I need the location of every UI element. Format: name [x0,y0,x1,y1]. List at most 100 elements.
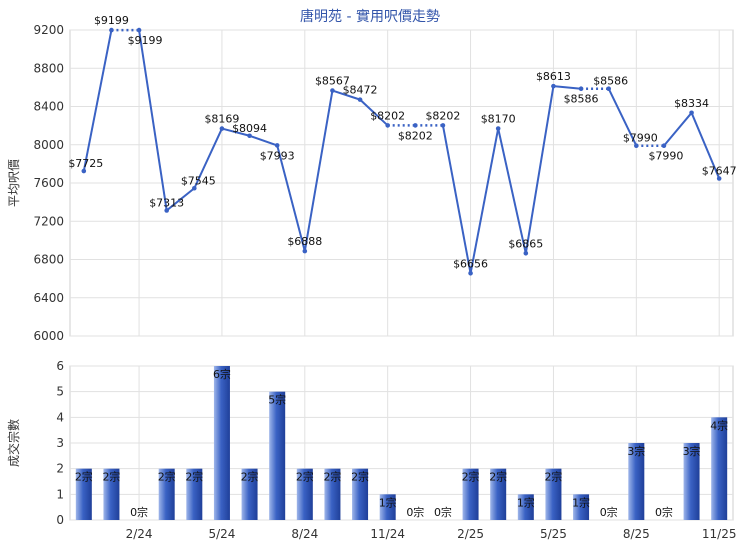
volume-bar [379,494,396,520]
price-line-segment [607,88,638,147]
volume-bar [186,468,203,520]
price-line-segment [276,145,306,252]
price-data-label: $6865 [508,237,543,250]
price-data-labels: $7725 $9199 $9199 $7313 $7545 $8169$8094 $7993… [68,14,736,270]
price-point [661,143,667,149]
price-y-tick-label: 8400 [33,100,64,114]
volume-data-label: 0宗 [655,505,673,519]
volume-bar [324,468,341,520]
price-point [413,123,418,128]
volume-bar [683,443,700,520]
price-point [468,270,473,276]
price-line-segment [553,85,582,90]
volume-y-tick-label: 6 [56,359,64,373]
volume-data-labels: 2宗 2宗 0宗 2宗 2宗 6宗 2宗 5宗 2宗 2宗 2宗 1宗 0宗 0宗 2宗 2宗 1宗 2宗 1宗 0宗… [75,367,728,519]
price-data-label: $8613 [536,70,571,83]
volume-data-label: 3宗 [683,444,701,458]
volume-y-tick-label: 5 [56,385,64,399]
x-tick-label: 5/25 [540,527,567,541]
volume-bar [573,494,590,520]
volume-bar [158,468,175,520]
price-data-label: $9199 [94,14,129,27]
volume-bar [241,468,258,520]
price-data-label: $7647 [702,165,737,178]
price-point [689,110,694,116]
price-point [192,185,197,191]
volume-data-label: 2宗 [158,470,176,484]
volume-bar [296,468,313,520]
price-y-tick-label: 9200 [33,23,64,37]
volume-data-label: 2宗 [241,470,259,484]
volume-data-label: 1宗 [379,495,397,509]
price-y-tick-label: 6800 [33,253,64,267]
volume-data-label: 2宗 [462,470,480,484]
price-data-label: $8202 [425,109,460,122]
price-y-tick-label: 6400 [33,291,64,305]
volume-y-axis-label: 成交宗數 [6,419,21,467]
price-point [219,126,225,131]
price-point [606,86,611,92]
price-data-label: $6656 [453,257,488,270]
volume-bar [545,468,562,520]
volume-bar [213,366,230,520]
volume-data-label: 1宗 [572,495,590,509]
price-point [385,123,390,128]
price-line-segment [82,29,113,172]
x-tick-label: 2/24 [126,527,153,541]
price-data-label: $7545 [181,174,216,187]
price-line-segment [303,90,334,252]
price-point [440,123,446,128]
price-data-label: $8202 [370,109,405,122]
price-data-label: $8586 [564,93,599,106]
price-data-label: $7313 [149,196,184,209]
volume-bar [711,417,728,520]
price-point [136,27,142,33]
volume-y-tick-label: 2 [56,462,64,476]
price-line-segment [221,127,250,137]
volume-bar [517,494,534,520]
volume-data-label: 2宗 [489,470,507,484]
volume-data-label: 1宗 [517,495,535,509]
price-line-segment [332,89,361,101]
price-line-segment [441,125,472,274]
volume-data-label: 2宗 [351,470,369,484]
x-tick-label: 8/24 [291,527,318,541]
price-line-segment [359,98,389,127]
volume-data-label: 0宗 [406,505,424,519]
price-line-segment [497,128,527,254]
price-data-label: $6888 [287,235,322,248]
price-data-label: $9199 [128,34,163,47]
price-data-label: $8586 [593,75,628,88]
volume-bar [352,468,369,520]
price-y-tick-label: 6000 [33,329,64,343]
volume-data-label: 2宗 [296,470,314,484]
x-tick-label: 2/25 [457,527,484,541]
price-point [164,208,169,213]
volume-data-label: 2宗 [102,470,120,484]
price-y-tick-label: 7200 [33,214,64,228]
price-y-ticks: 6000 6400 6800 7200 7600 8000 8400 8800 9200 [33,23,64,343]
volume-data-label: 2宗 [323,470,341,484]
volume-bar [75,468,92,520]
x-tick-label: 11/25 [702,527,737,541]
price-line-segment [166,187,195,212]
x-tick-label: 8/25 [623,527,650,541]
volume-data-label: 2宗 [185,470,203,484]
price-point [578,86,584,92]
price-line-segment [469,128,500,274]
volume-data-label: 4宗 [710,418,728,432]
volume-bar [462,468,479,520]
price-data-label: $7725 [68,157,103,170]
price-point [551,83,556,89]
price-point [274,143,280,148]
price-series [81,27,722,276]
price-line-segment [663,112,693,147]
volume-bar [490,468,507,520]
price-point [302,248,308,254]
price-line-segment [249,134,278,147]
price-data-label: $7990 [648,150,683,163]
price-point [247,133,252,139]
price-data-label: $8170 [481,112,516,125]
price-data-label: $8334 [674,97,709,110]
